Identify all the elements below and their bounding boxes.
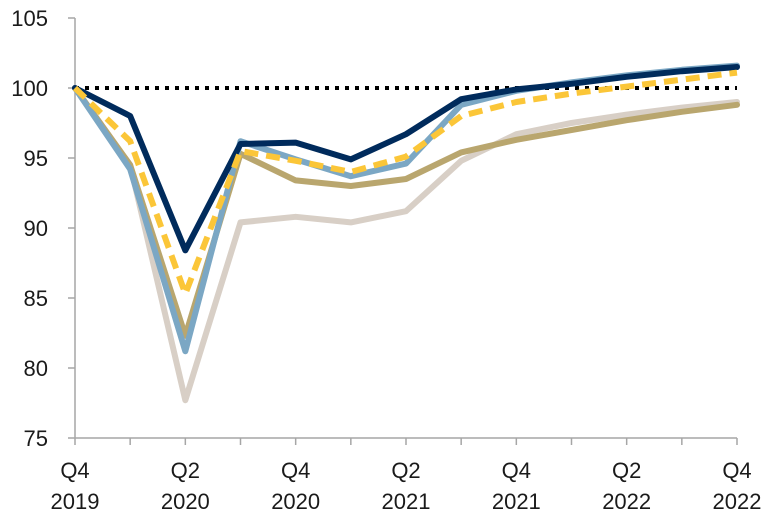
series-line-2 [72, 85, 740, 339]
y-tick-label: 75 [24, 426, 48, 451]
y-tick-label: 105 [11, 6, 48, 31]
x-tick-label-quarter: Q2 [171, 458, 200, 483]
x-tick-label-quarter: Q4 [60, 458, 89, 483]
x-tick-label-year: 2021 [382, 489, 431, 514]
x-tick-label-year: 2020 [271, 489, 320, 514]
y-tick-label: 100 [11, 76, 48, 101]
series-line-1 [72, 85, 740, 404]
x-tick-label-quarter: Q4 [281, 458, 310, 483]
y-tick-label: 90 [24, 216, 48, 241]
y-tick-label: 80 [24, 356, 48, 381]
x-tick-label-quarter: Q2 [391, 458, 420, 483]
x-tick-label-year: 2021 [492, 489, 541, 514]
x-tick-label-quarter: Q4 [722, 458, 751, 483]
y-tick-label: 95 [24, 146, 48, 171]
series-lines [72, 62, 740, 404]
x-tick-label-year: 2022 [602, 489, 651, 514]
x-tick-label-quarter: Q2 [612, 458, 641, 483]
y-axis: 75 80 85 90 95 100 105 [11, 6, 76, 451]
x-tick-label-year: 2022 [713, 489, 762, 514]
x-axis: Q4 2019 Q2 2020 Q4 2020 Q2 2021 Q4 2021 Q2 2022 Q4 20… [51, 437, 762, 514]
x-tick-label-quarter: Q4 [502, 458, 531, 483]
y-tick-label: 85 [24, 286, 48, 311]
series-line-4 [72, 64, 740, 254]
x-tick-label-year: 2020 [161, 489, 210, 514]
series-line-5 [72, 69, 738, 297]
x-tick-label-year: 2019 [51, 489, 100, 514]
